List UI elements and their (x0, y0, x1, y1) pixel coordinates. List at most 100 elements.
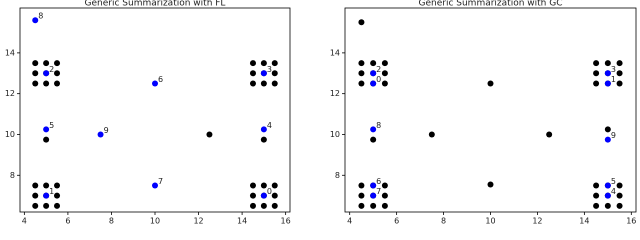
point-label: 1 (611, 75, 616, 84)
point (358, 60, 365, 67)
point (271, 60, 278, 67)
point (381, 202, 388, 209)
point (358, 19, 365, 26)
point (604, 192, 611, 199)
x-tick-label: 8 (109, 217, 114, 226)
point-label: 4 (267, 121, 272, 130)
y-tick-label: 10 (5, 130, 15, 139)
point-label: 2 (49, 65, 54, 74)
point (616, 182, 623, 189)
point (370, 136, 377, 143)
point (370, 70, 377, 77)
point (271, 80, 278, 87)
point (32, 202, 39, 209)
y-tick-label: 8 (335, 171, 340, 180)
point-label: 8 (376, 121, 381, 130)
point (152, 80, 158, 87)
x-tick-label: 14 (237, 217, 247, 226)
point (249, 182, 256, 189)
point (271, 70, 278, 77)
point (370, 80, 377, 87)
point (260, 136, 267, 143)
point (43, 80, 50, 87)
point (32, 60, 39, 67)
point (604, 60, 611, 67)
point-label: 6 (376, 177, 381, 186)
point (152, 182, 158, 189)
point (271, 202, 278, 209)
point (358, 192, 365, 199)
point (428, 131, 435, 138)
point (249, 60, 256, 67)
point (260, 182, 267, 189)
point (206, 131, 213, 138)
x-tick-label: 16 (626, 217, 636, 226)
point (32, 192, 39, 199)
point (249, 192, 256, 199)
point (358, 70, 365, 77)
point (271, 192, 278, 199)
point (593, 182, 600, 189)
point (358, 182, 365, 189)
point (32, 80, 39, 87)
point (358, 80, 365, 87)
point-label: 3 (267, 65, 272, 74)
point (271, 182, 278, 189)
point (616, 70, 623, 77)
x-tick-label: 6 (65, 217, 70, 226)
point-label: 3 (611, 65, 616, 74)
point (593, 80, 600, 87)
point (54, 192, 61, 199)
point (381, 80, 388, 87)
point-label: 8 (38, 12, 43, 21)
plot-frame (19, 7, 291, 213)
point (358, 202, 365, 209)
x-tick-label: 12 (193, 217, 203, 226)
point (487, 80, 494, 87)
point (616, 192, 623, 199)
point (604, 136, 611, 143)
point (370, 192, 377, 199)
point-label: 7 (158, 177, 163, 186)
point (604, 70, 611, 77)
point (593, 192, 600, 199)
point (604, 80, 611, 87)
point (249, 70, 256, 77)
point (616, 60, 623, 67)
point (616, 202, 623, 209)
point (381, 182, 388, 189)
x-tick-label: 6 (394, 217, 399, 226)
point (54, 80, 61, 87)
y-tick-label: 10 (330, 130, 340, 139)
point (260, 192, 267, 199)
point-label: 5 (49, 121, 54, 130)
chart-title: Generic Summarization with FL (85, 0, 226, 9)
point (260, 60, 267, 67)
point (593, 70, 600, 77)
point-label: 7 (376, 187, 381, 196)
point-label: 0 (376, 75, 381, 84)
point (381, 60, 388, 67)
point (32, 182, 39, 189)
point (593, 60, 600, 67)
point (43, 126, 50, 133)
x-tick-label: 10 (485, 217, 495, 226)
point (260, 80, 267, 87)
point (32, 17, 39, 24)
point-label: 4 (611, 187, 616, 196)
point (604, 126, 611, 133)
point (43, 192, 50, 199)
point-label: 9 (611, 131, 616, 140)
point (260, 70, 267, 77)
point-label: 5 (611, 177, 616, 186)
x-tick-label: 4 (22, 217, 27, 226)
point (32, 70, 39, 77)
y-tick-label: 8 (10, 171, 15, 180)
point (43, 202, 50, 209)
point (370, 126, 377, 133)
point (54, 60, 61, 67)
point (546, 131, 553, 138)
point (370, 182, 377, 189)
point (487, 181, 494, 188)
y-tick-label: 12 (5, 89, 15, 98)
